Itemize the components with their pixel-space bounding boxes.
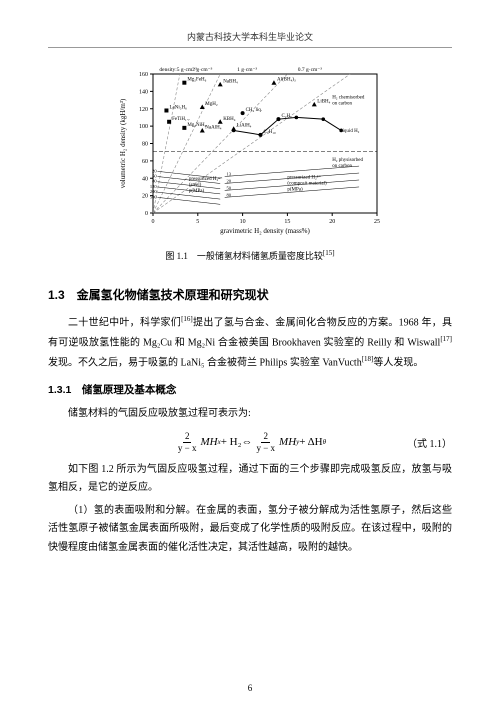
svg-text:80: 80	[152, 179, 157, 184]
figure-caption-ref: [15]	[323, 249, 335, 257]
svg-text:pressurized H₂ᵍᵃˢ: pressurized H₂ᵍᵃˢ	[189, 176, 222, 182]
svg-text:C₂H₆: C₂H₆	[281, 114, 292, 119]
density-chart: 0 5 10 15 20 25 0 20 40 60 80 100 120 140 160 gravimetr…	[115, 60, 385, 238]
frac-2-num: 2	[261, 432, 270, 443]
svg-text:Mg₂NiH₄: Mg₂NiH₄	[187, 123, 206, 128]
eq-arrow: ⇔	[241, 436, 252, 448]
page-header: 内蒙古科技大学本科生毕业论文	[48, 30, 452, 48]
ref-17: [17]	[440, 335, 452, 343]
figure-caption: 图 1.1 一般储氢材料储氢质量密度比较[15]	[48, 249, 452, 262]
svg-text:CH₄ liq.: CH₄ liq.	[246, 108, 262, 113]
svg-text:50: 50	[226, 185, 231, 190]
svg-text:FeTiH₁.₇: FeTiH₁.₇	[172, 117, 190, 122]
svg-text:LiBH₄: LiBH₄	[317, 99, 330, 104]
svg-text:20: 20	[226, 178, 231, 183]
svg-text:5: 5	[196, 219, 199, 225]
para-4: （1）氢的表面吸附和分解。在金属的表面，氢分子被分解成为活性氢原子，然后这些活性…	[48, 502, 452, 558]
svg-text:H₂ chemisorbed: H₂ chemisorbed	[332, 95, 365, 100]
svg-text:LiAlH₄: LiAlH₄	[237, 124, 252, 129]
eq-plus: + H₂	[221, 436, 242, 448]
svg-text:200: 200	[150, 189, 158, 194]
svg-text:80: 80	[226, 192, 231, 197]
svg-text:80: 80	[142, 142, 148, 148]
para1-d: 等人发现。	[373, 357, 423, 368]
svg-text:120: 120	[139, 107, 148, 113]
svg-text:2 g·cm⁻³: 2 g·cm⁻³	[192, 67, 212, 73]
svg-text:KBH₄: KBH₄	[223, 117, 236, 122]
svg-text:60: 60	[142, 159, 148, 165]
svg-text:LaNi₅H₆: LaNi₅H₆	[169, 105, 187, 110]
frac-2-den: y − x	[254, 443, 277, 453]
svg-text:1 g·cm⁻³: 1 g·cm⁻³	[237, 67, 257, 73]
eq-mh2: MH	[279, 436, 296, 448]
frac-2: 2 y − x	[254, 432, 277, 453]
svg-text:on carbon: on carbon	[332, 164, 352, 169]
svg-text:C₄H₁₀: C₄H₁₀	[264, 130, 276, 135]
para4-head: （1）氢的表面吸附和分解。	[68, 505, 196, 516]
svg-text:Mg₂FeH₆: Mg₂FeH₆	[187, 78, 206, 83]
figure-1-1: 0 5 10 15 20 25 0 20 40 60 80 100 120 140 160 gravimetr…	[48, 60, 452, 241]
para1-a: 二十世纪中叶，科学家们	[68, 317, 181, 328]
svg-text:15: 15	[284, 219, 290, 225]
eq-theta: θ	[323, 438, 326, 446]
svg-text:50: 50	[152, 174, 157, 179]
svg-text:(steel): (steel)	[189, 183, 202, 188]
frac-1-den: y − x	[176, 443, 199, 453]
svg-text:Al(BH₄)₃: Al(BH₄)₃	[277, 78, 296, 83]
eq-mh1: MH	[201, 436, 218, 448]
svg-text:0: 0	[145, 211, 148, 217]
svg-text:H₂ physisorbed: H₂ physisorbed	[332, 158, 363, 163]
ref-16: [16]	[181, 315, 193, 323]
para1-c: 发现。不久之后，易于吸氢的 LaNi₅ 合金被荷兰 Philips 实验室 Va…	[48, 357, 362, 368]
svg-text:40: 40	[142, 176, 148, 182]
svg-text:100: 100	[139, 124, 148, 130]
figure-caption-text: 图 1.1 一般储氢材料储氢质量密度比较	[165, 251, 323, 261]
svg-text:25: 25	[374, 219, 380, 225]
page-number: 6	[0, 683, 500, 693]
svg-text:0: 0	[152, 219, 155, 225]
svg-text:20: 20	[152, 168, 157, 173]
equation-label: （式 1.1）	[407, 435, 452, 450]
svg-text:13: 13	[226, 172, 231, 177]
svg-text:500: 500	[150, 194, 158, 199]
section-1-3-title: 1.3 金属氢化物储氢技术原理和研究现状	[48, 286, 452, 303]
svg-text:(composit material): (composit material)	[287, 181, 327, 186]
svg-text:120: 120	[150, 184, 158, 189]
svg-text:NaBH₄: NaBH₄	[223, 79, 238, 84]
svg-text:20: 20	[329, 219, 335, 225]
svg-text:NaAlH₄: NaAlH₄	[205, 125, 221, 130]
svg-text:on carbon: on carbon	[332, 101, 352, 106]
svg-text:160: 160	[139, 72, 148, 78]
svg-text:MgH₂: MgH₂	[205, 102, 218, 107]
svg-text:gravimetric H₂ density (mass%): gravimetric H₂ density (mass%)	[220, 227, 310, 235]
svg-text:10: 10	[240, 219, 246, 225]
ref-18: [18]	[362, 355, 374, 363]
svg-text:p(MPa): p(MPa)	[287, 187, 303, 192]
svg-text:140: 140	[139, 89, 148, 95]
svg-text:liquid H₂: liquid H₂	[341, 129, 360, 134]
svg-text:0.7 g·cm⁻³: 0.7 g·cm⁻³	[298, 67, 322, 73]
subsection-1-3-1-title: 1.3.1 储氢原理及基本概念	[48, 382, 452, 397]
para-1: 二十世纪中叶，科学家们[16]提出了氢与合金、金属间化合物反应的方案。1968 …	[48, 313, 452, 372]
equation-1-1: 2 y − x MHx + H₂ ⇔ 2 y − x MHy + ΔHθ （式 …	[48, 432, 452, 453]
eq-delta: + ΔH	[299, 436, 322, 448]
para-2: 储氢材料的气固反应吸放氢过程可表示为:	[48, 405, 452, 424]
para-3: 如下图 1.2 所示为气固反应吸氢过程，通过下面的三个步骤即完成吸氢反应，放氢与…	[48, 461, 452, 498]
svg-text:p(MPa): p(MPa)	[189, 189, 205, 194]
svg-text:pressurized H₂ᵍᵃˢ: pressurized H₂ᵍᵃˢ	[287, 174, 320, 180]
svg-text:volumetric H₂ density (kgH/m³): volumetric H₂ density (kgH/m³)	[119, 98, 127, 188]
frac-1-num: 2	[183, 432, 192, 443]
svg-text:20: 20	[142, 194, 148, 200]
frac-1: 2 y − x	[176, 432, 199, 453]
